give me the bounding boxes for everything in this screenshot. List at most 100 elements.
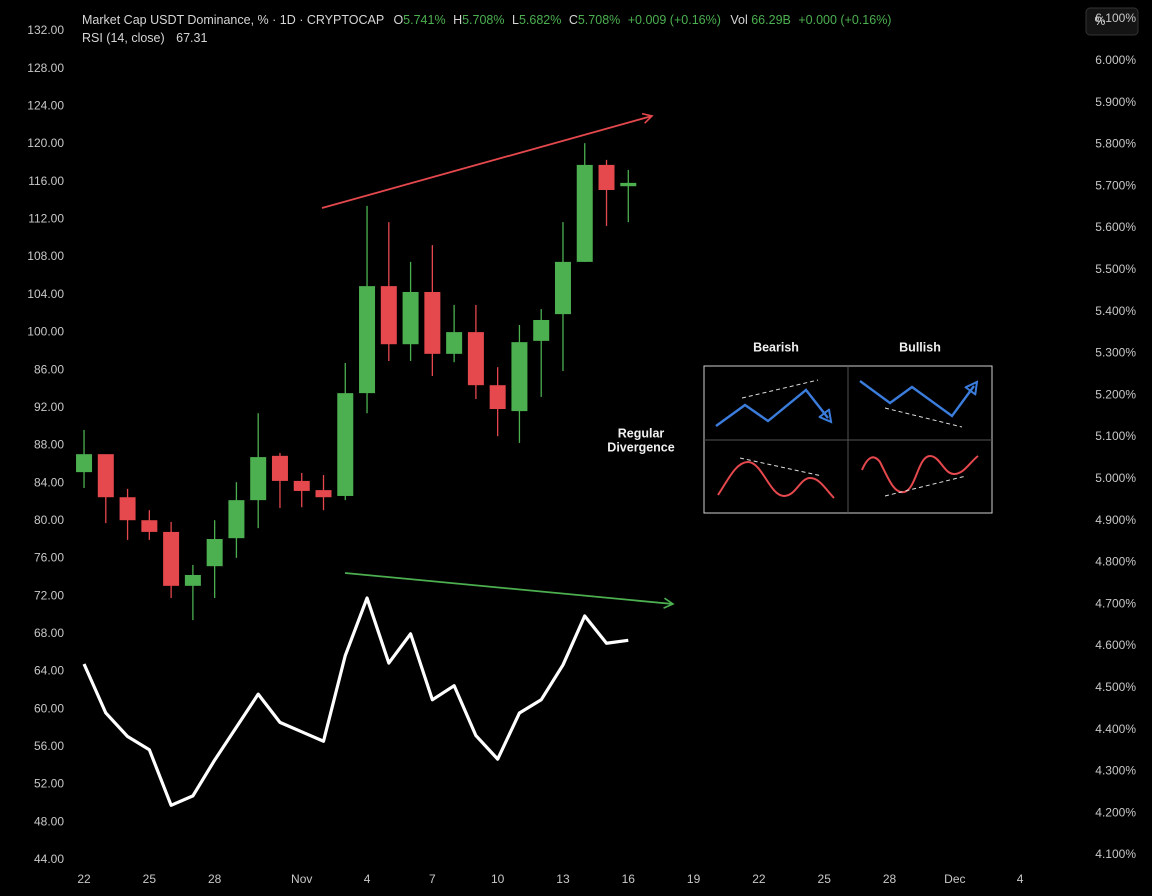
y-tick-label: 104.00 [27,287,64,301]
x-tick-label: 10 [491,872,505,886]
y-tick-label: 132.00 [27,23,64,37]
candle-body [293,480,310,491]
y2-tick-label: 5.000% [1095,471,1136,485]
indicator-name: RSI (14, close) [82,31,165,45]
candle-body [141,520,158,532]
y2-tick-label: 4.500% [1095,680,1136,694]
x-tick-label: 22 [77,872,91,886]
x-tick-label: 4 [1017,872,1024,886]
y-tick-label: 124.00 [27,99,64,113]
candle-body [380,286,397,345]
y2-tick-label: 5.900% [1095,95,1136,109]
bearish-rsi [717,460,835,499]
candle-body [576,164,593,262]
y-tick-label: 88.00 [34,438,64,452]
annotation: Regular [618,426,665,440]
annotation: Divergence [607,440,674,454]
candle-body [271,455,288,481]
y-tick-label: 112.00 [28,212,64,226]
bullish-trend [884,407,963,428]
plot-area: 132.00 128.00 124.00 120.00 116.00 112.00 108.… [27,11,1136,886]
y2-tick-label: 4.200% [1095,805,1136,819]
y-tick-label: 76.00 [34,551,64,565]
header: Market Cap USDT Dominance, % · 1D · CRYP… [82,13,891,27]
x-tick-label: 13 [556,872,570,886]
y2-tick-label: 4.400% [1095,722,1136,736]
y2-tick-label: 4.100% [1095,847,1136,861]
legend-key: O [393,13,403,27]
bullish-price [859,380,974,418]
x-tick-label: 7 [429,872,436,886]
title: Market Cap USDT Dominance, % · 1D · CRYP… [82,13,384,27]
candle-body [533,319,550,341]
y-tick-label: 44.00 [34,852,64,866]
candle-body [467,332,484,386]
candle-body [402,291,419,345]
candle-body [206,539,223,567]
divergence-inset: Bearish Bullish [703,340,993,514]
inset-title: Bearish [753,340,799,354]
y2-tick-label: 5.700% [1095,178,1136,192]
bearish-trend [741,379,819,399]
y2-tick-label: 5.200% [1095,387,1136,401]
y-tick-label: 100.00 [27,325,64,339]
x-tick-label: Nov [291,872,312,886]
candle-body [184,574,201,586]
candle-body [424,291,441,354]
y-tick-label: 120.00 [27,136,64,150]
rsi-line [82,596,629,807]
candle-body [119,497,136,521]
volume-change: +0.000 (+0.16%) [798,13,891,27]
y2-tick-label: 4.800% [1095,555,1136,569]
x-tick-label: 16 [622,872,636,886]
y2-tick-label: 4.900% [1095,513,1136,527]
legend-value: 5.708% [578,13,620,27]
legend-value: 5.682% [519,13,561,27]
indicator-value: 67.31 [176,31,207,45]
x-tick-label: 25 [818,872,832,886]
y2-tick-label: 4.700% [1095,596,1136,610]
y-tick-label: 108.00 [27,249,64,263]
legend-key: C [569,13,578,27]
bearish-price [715,388,828,427]
y-tick-label: 68.00 [34,626,64,640]
y-tick-label: 72.00 [34,588,64,602]
candle-body [446,332,463,354]
y-tick-label: 80.00 [34,513,64,527]
candle-body [163,531,180,586]
y2-tick-label: 6.000% [1095,53,1136,67]
scale-button[interactable] [1085,7,1139,36]
inset-title: Bullish [899,340,941,354]
candle-body [97,454,114,498]
legend-key: H [453,13,462,27]
x-tick-label: 28 [208,872,222,886]
y2-tick-label: 5.500% [1095,262,1136,276]
y2-tick-label: 4.600% [1095,638,1136,652]
x-tick-label: 22 [752,872,766,886]
y-tick-label: 48.00 [34,814,64,828]
y2-tick-label: 5.100% [1095,429,1136,443]
y2-tick-label: 5.800% [1095,137,1136,151]
change: +0.009 (+0.16%) [628,13,721,27]
candle-body [228,500,245,539]
x-tick-label: 25 [143,872,157,886]
volume: 66.29B [751,13,791,27]
y-tick-label: 116.00 [28,174,64,188]
y-tick-label: 52.00 [34,777,64,791]
candle-body [359,286,376,394]
y-tick-label: 128.00 [27,61,64,75]
x-tick-label: 28 [883,872,897,886]
candle-body [76,454,93,473]
legend-value: 5.708% [462,13,504,27]
legend-value: 5.741% [403,13,445,27]
y2-tick-label: 5.600% [1095,220,1136,234]
y2-tick-label: 4.300% [1095,764,1136,778]
candle-body [337,393,354,496]
y2-tick-label: 5.300% [1095,346,1136,360]
x-tick-label: 4 [364,872,371,886]
scale-button-label[interactable]: % [1095,14,1106,28]
y-tick-label: 64.00 [34,664,64,678]
candle-body [489,385,506,410]
price-trend-arrow [321,112,654,209]
